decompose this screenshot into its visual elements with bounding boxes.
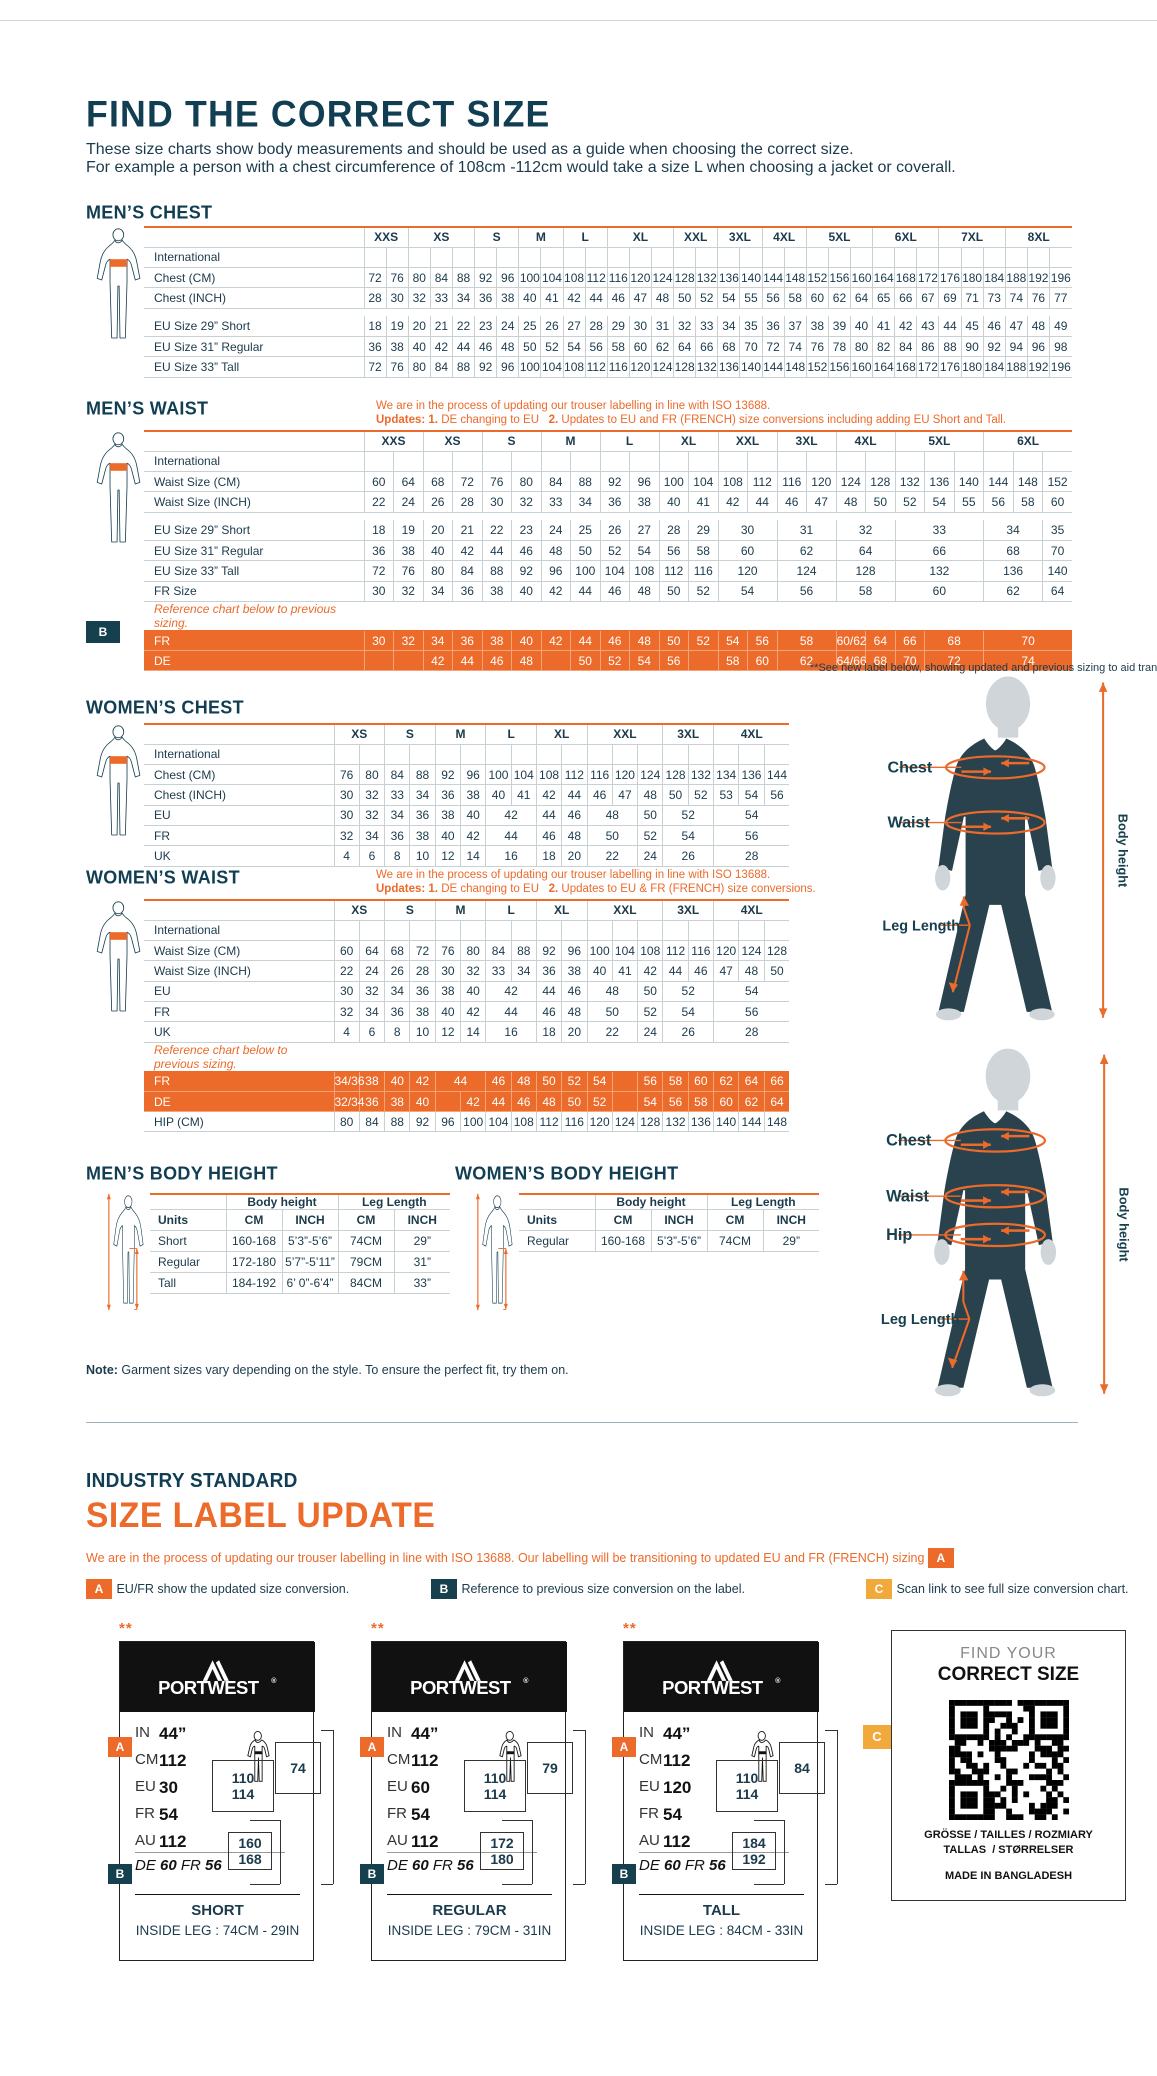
svg-text:®: ® — [523, 1677, 529, 1685]
svg-text:PORTWEST: PORTWEST — [410, 1677, 512, 1698]
svg-text:Leg Length: Leg Length — [881, 1312, 960, 1328]
svg-text:Waist: Waist — [888, 814, 931, 832]
svg-text:Leg Length: Leg Length — [882, 918, 960, 934]
svg-text:Chest: Chest — [886, 1132, 932, 1150]
svg-text:Chest: Chest — [888, 758, 933, 776]
svg-text:®: ® — [271, 1677, 277, 1685]
svg-text:®: ® — [775, 1677, 781, 1685]
svg-text:Body height: Body height — [1117, 1187, 1132, 1262]
svg-text:Hip: Hip — [886, 1226, 912, 1244]
svg-text:PORTWEST: PORTWEST — [662, 1677, 764, 1698]
svg-text:PORTWEST: PORTWEST — [158, 1677, 260, 1698]
svg-text:Waist: Waist — [886, 1187, 929, 1205]
